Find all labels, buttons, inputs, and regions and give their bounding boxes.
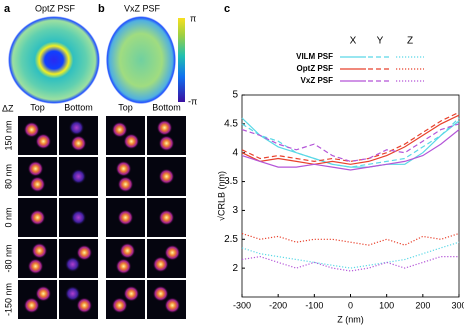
psf-tile: [18, 280, 57, 319]
dz-label: ΔZ: [2, 103, 14, 113]
panel-label: b: [98, 3, 105, 15]
x-tick-label: -100: [305, 300, 323, 310]
psf-tile: [147, 239, 186, 278]
data-line: [241, 241, 460, 269]
psf-spot: [123, 285, 140, 302]
psf-spot: [29, 209, 46, 226]
psf-tile: [59, 239, 98, 278]
data-line: [241, 114, 460, 165]
x-tick-label: 0: [348, 300, 353, 310]
psf-tile: [18, 116, 57, 155]
psf-spot: [23, 121, 40, 138]
psf-spot: [158, 135, 175, 152]
psf-spot: [115, 160, 132, 177]
colorbar-max: π: [190, 13, 196, 23]
psf-spot: [164, 244, 181, 261]
scale-bar: [172, 327, 180, 329]
psf-spot: [117, 209, 134, 226]
y-axis-label: √CRLB (nm): [216, 171, 226, 221]
data-line: [241, 111, 460, 163]
psf-spot: [64, 256, 81, 273]
psf-spot: [29, 176, 46, 193]
psf-spot: [119, 242, 136, 259]
x-tick-label: 200: [415, 300, 430, 310]
row-label: 150 nm: [3, 120, 13, 150]
panel-label: c: [224, 3, 230, 15]
psf-spot: [115, 258, 132, 275]
row-label: -150 nm: [3, 283, 13, 316]
y-tick-label: 4.5: [224, 118, 238, 129]
legend-header: X: [350, 36, 357, 47]
data-line: [241, 255, 459, 272]
psf-spot: [23, 297, 40, 314]
psf-spot: [164, 297, 181, 314]
psf-spot: [35, 133, 52, 150]
psf-spot: [152, 256, 169, 273]
y-tick-label: 2: [232, 263, 238, 274]
data-line: [241, 129, 460, 171]
psf-spot: [35, 285, 52, 302]
psf-spot: [68, 119, 85, 136]
x-tick-label: -200: [269, 300, 287, 310]
psf-spot: [158, 209, 175, 226]
row-label: -80 nm: [3, 244, 13, 272]
y-tick-label: 2.5: [224, 234, 238, 245]
psf-spot: [27, 160, 44, 177]
legend-label: VILM PSF: [296, 52, 333, 61]
data-line: [241, 117, 460, 168]
legend-label: VxZ PSF: [301, 76, 334, 85]
x-tick-label: 300: [451, 300, 464, 310]
psf-spot: [70, 209, 87, 226]
psf-spot: [27, 258, 44, 275]
chart: 2 2.5 3 3.5 4 4.5 5 -300 -200 -100 0 100 200 300 Z (nm…: [216, 36, 464, 325]
psf-spot: [64, 285, 81, 302]
phase-image: [106, 16, 176, 104]
x-tick-label: 100: [379, 300, 394, 310]
row-label: 80 nm: [3, 164, 13, 189]
column-label: Top: [30, 102, 45, 112]
psf-tile: [59, 280, 98, 319]
y-tick-label: 5: [232, 90, 238, 101]
panel-title: VxZ PSF: [124, 3, 161, 13]
psf-spot: [123, 133, 140, 150]
colorbar-min: -π: [188, 96, 197, 106]
psf-spot: [31, 242, 48, 259]
legend-header: Y: [377, 36, 384, 47]
psf-spot: [76, 244, 93, 261]
data-line: [241, 123, 460, 163]
plot-frame: [241, 94, 460, 298]
psf-tile: [147, 280, 186, 319]
column-label: Bottom: [64, 102, 93, 112]
row-label: 0 nm: [3, 207, 13, 227]
y-tick-label: 3.5: [224, 176, 238, 187]
legend-label: OptZ PSF: [297, 64, 334, 73]
y-tick-label: 4: [232, 147, 238, 158]
column-label: Bottom: [152, 102, 181, 112]
panel-title: OptZ PSF: [35, 3, 76, 13]
psf-spot: [156, 119, 173, 136]
psf-spot: [70, 168, 87, 185]
data-line: [241, 232, 460, 246]
psf-spot: [76, 297, 93, 314]
psf-spot: [111, 121, 128, 138]
x-tick-label: -300: [233, 300, 251, 310]
psf-spot: [111, 297, 128, 314]
x-axis-label: Z (nm): [337, 314, 364, 324]
column-label: Top: [118, 102, 133, 112]
legend-header: Z: [407, 36, 413, 47]
psf-tile: [106, 280, 145, 319]
data-line: [241, 117, 460, 168]
psf-spot: [117, 176, 134, 193]
psf-tile: [106, 116, 145, 155]
psf-spot: [70, 135, 87, 152]
colorbar: [178, 18, 185, 102]
panel-label: a: [4, 3, 11, 15]
phase-image: [8, 16, 100, 104]
psf-grid: Top Bottom Top Bottom 150 nm 80 nm 0 nm -80 nm -…: [3, 102, 186, 319]
y-tick-label: 3: [232, 205, 238, 216]
psf-spot: [158, 168, 175, 185]
psf-spot: [152, 285, 169, 302]
